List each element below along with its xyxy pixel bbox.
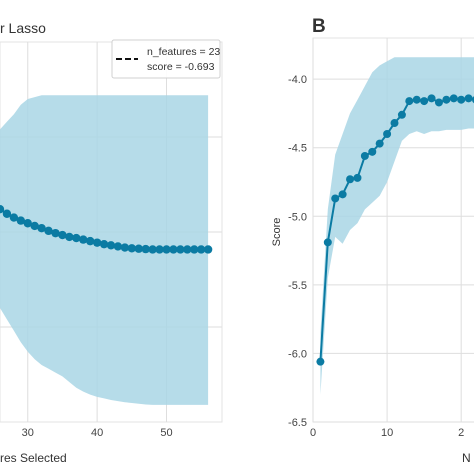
- data-point: [134, 244, 143, 253]
- legend-entry: score = -0.693: [147, 61, 215, 73]
- data-point: [92, 238, 102, 247]
- y-tick-label: -5.5: [288, 280, 307, 292]
- data-point: [30, 221, 39, 231]
- data-point: [420, 97, 429, 106]
- data-point: [353, 173, 362, 182]
- y-tick-label: -6.5: [288, 417, 307, 429]
- panel-a-xlabel: res Selected: [0, 451, 67, 465]
- data-point: [203, 245, 213, 254]
- data-point: [375, 139, 384, 148]
- data-point: [44, 226, 53, 236]
- data-point: [405, 97, 414, 106]
- panel-a-title: r Lasso: [0, 20, 46, 36]
- data-point: [85, 236, 95, 246]
- data-point: [79, 235, 88, 244]
- y-tick-label: -6.0: [288, 348, 307, 360]
- x-tick-label: 2: [458, 427, 464, 439]
- data-point: [412, 95, 421, 104]
- panel-b: B 0 10 2 -4.0 -4.5 -5.0 -5.5 -6.0 -6.5 Score N: [271, 16, 474, 465]
- x-tick-label: 10: [381, 427, 393, 439]
- x-tick-label: 0: [310, 427, 316, 439]
- data-point: [99, 239, 109, 249]
- data-point: [368, 147, 377, 156]
- data-point: [316, 357, 325, 366]
- data-point: [457, 95, 466, 104]
- y-tick-label: -5.0: [288, 211, 307, 223]
- data-point: [383, 130, 392, 138]
- panel-b-plot-area: 0 10 2 -4.0 -4.5 -5.0 -5.5 -6.0 -6.5: [288, 37, 474, 439]
- data-point: [190, 245, 199, 254]
- data-point: [442, 95, 451, 104]
- data-point: [434, 98, 443, 107]
- data-point: [120, 243, 130, 252]
- y-tick-label: -4.5: [288, 143, 307, 155]
- panel-b-xlabel: N: [462, 451, 471, 465]
- data-point: [51, 228, 60, 238]
- data-point: [72, 233, 81, 243]
- data-point: [464, 94, 473, 103]
- data-point: [58, 230, 67, 240]
- data-point: [23, 219, 32, 228]
- data-point: [127, 244, 137, 253]
- data-point: [427, 94, 436, 103]
- data-point: [338, 190, 347, 199]
- data-point: [113, 242, 123, 251]
- confidence-band: [320, 57, 474, 395]
- data-point: [65, 232, 74, 242]
- data-point: [155, 245, 164, 254]
- data-point: [169, 245, 178, 254]
- data-point: [360, 151, 369, 160]
- data-point: [449, 94, 458, 103]
- confidence-band: [0, 95, 209, 405]
- legend-entry: n_features = 23: [147, 46, 220, 58]
- data-point: [176, 245, 185, 254]
- legend-box: [111, 39, 221, 79]
- data-point: [141, 244, 150, 254]
- data-point: [2, 209, 12, 218]
- legend: n_features = 23 score = -0.693: [111, 39, 221, 79]
- y-tick-label: -4.0: [288, 74, 307, 86]
- data-point: [346, 175, 355, 184]
- data-point: [331, 194, 340, 203]
- data-point: [323, 238, 332, 247]
- data-point: [9, 213, 19, 222]
- data-point: [196, 245, 206, 254]
- data-point: [106, 241, 116, 250]
- panel-b-ylabel: Score: [271, 218, 283, 247]
- x-tick-label: 50: [160, 427, 172, 439]
- x-tick-label: 30: [22, 427, 34, 439]
- panel-a: r Lasso 30 40 50 n_features = 23 score = -0.…: [0, 20, 223, 465]
- data-point: [390, 119, 399, 128]
- data-point: [37, 224, 46, 233]
- panel-a-plot-area: 30 40 50 n_features = 23 score = -0.693: [0, 39, 223, 439]
- data-point: [0, 205, 5, 214]
- data-point: [183, 245, 192, 254]
- panel-b-letter: B: [312, 16, 326, 37]
- data-point: [16, 216, 26, 225]
- data-point: [162, 245, 171, 254]
- x-tick-label: 40: [91, 427, 103, 439]
- data-point: [148, 245, 157, 254]
- data-point: [397, 110, 406, 119]
